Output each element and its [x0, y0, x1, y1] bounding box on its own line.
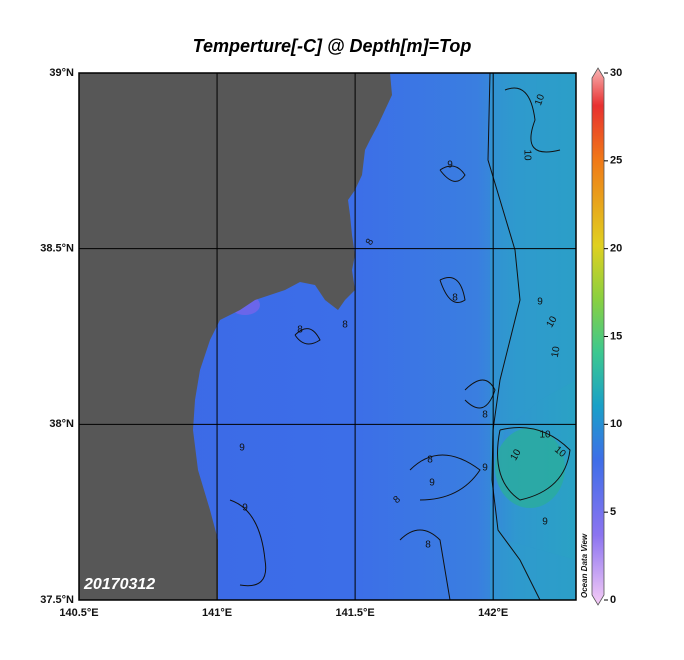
warm-band: [490, 73, 576, 600]
y-tick-label: 38°N: [49, 418, 74, 430]
colorbar-tick-label: 5: [610, 506, 616, 518]
map-title: Temperture[-C] @ Depth[m]=Top: [193, 36, 472, 56]
colorbar-tick-label: 0: [610, 594, 616, 606]
colorbar-ticks: 0 5 10 15 20 25 30: [604, 67, 622, 606]
colorbar-tick-label: 10: [610, 418, 622, 430]
contour-label: 9: [429, 478, 435, 489]
contour-label: 8: [364, 237, 377, 248]
grid: 140.5°E 141°E 141.5°E 142°E 37.5°N 38°N 38.5°N…: [40, 67, 576, 619]
x-tick-label: 142°E: [478, 607, 508, 619]
y-tick-label: 38.5°N: [40, 243, 74, 255]
colorbar-tick-label: 20: [610, 243, 622, 255]
x-tick-label: 140.5°E: [59, 607, 98, 619]
date-stamp: 20170312: [83, 576, 155, 593]
x-tick-label: 141.5°E: [335, 607, 374, 619]
watermark: Ocean Data View: [580, 533, 589, 598]
contour-label: 9: [542, 517, 548, 528]
land: [79, 73, 392, 600]
contour-label: 8: [425, 540, 431, 551]
contour-label: 10: [550, 345, 563, 358]
colorbar: [591, 67, 605, 606]
colorbar-tick-label: 25: [610, 155, 622, 167]
contour-label: 9: [239, 443, 245, 454]
contours: [229, 73, 571, 600]
contour-label: 8: [342, 320, 348, 331]
contour-label: 9: [482, 463, 488, 474]
contour-label: 10: [533, 93, 547, 108]
colorbar-tick-label: 30: [610, 67, 622, 79]
contour-label: 9: [242, 503, 248, 514]
y-tick-label: 39°N: [49, 67, 74, 79]
x-tick-label: 141°E: [202, 607, 232, 619]
contour-label: 10: [521, 149, 532, 161]
contour-label: 9: [447, 160, 453, 171]
contour-label: 8: [427, 455, 433, 466]
contour-label: 8: [452, 293, 458, 304]
colorbar-tick-label: 15: [610, 330, 622, 342]
contour-label: 9: [537, 297, 543, 308]
contour-label: 10: [539, 430, 551, 441]
contour-label: 8: [297, 325, 303, 336]
contour-label: 8: [482, 410, 488, 421]
warm-patch: [495, 428, 565, 508]
contour-label: 10: [545, 314, 560, 330]
contour-label: 10: [509, 447, 524, 463]
y-tick-label: 37.5°N: [40, 594, 74, 606]
contour-label: 8: [391, 494, 403, 506]
